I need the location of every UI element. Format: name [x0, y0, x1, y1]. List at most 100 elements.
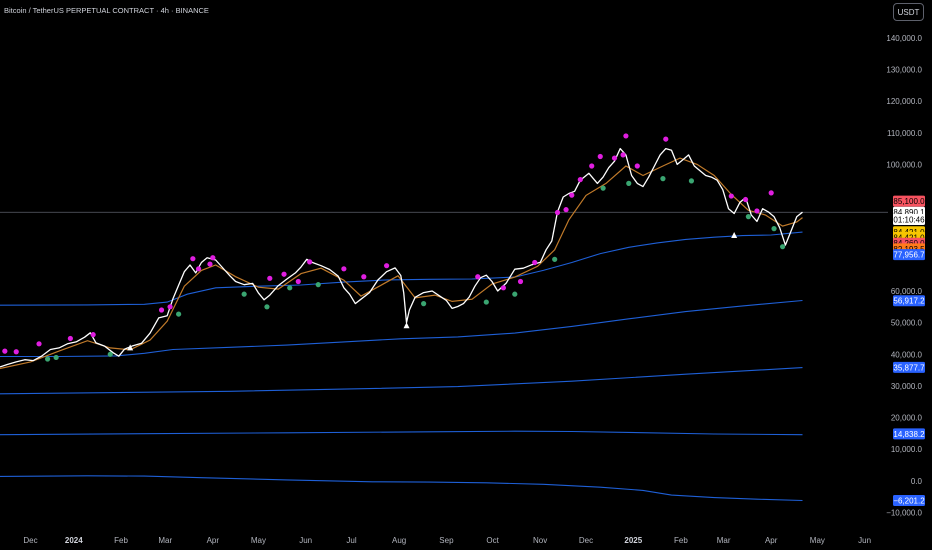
low-marker-triangle — [403, 322, 410, 329]
sell-signal-dot — [207, 261, 213, 267]
price-badge-bg — [893, 361, 925, 373]
sell-signal-dot — [728, 193, 734, 199]
sell-signal-dot — [569, 192, 575, 198]
ema-line-group — [0, 157, 803, 370]
buy-signal-dot — [552, 256, 558, 262]
y-tick-label: 140,000.0 — [886, 34, 922, 43]
price-badge-label: 01:10:46 — [893, 215, 925, 224]
price-badge-label: 77,956.7 — [893, 251, 925, 260]
x-tick-label: Jun — [858, 536, 871, 545]
sell-signal-dot — [620, 152, 626, 158]
price-badge-bg — [893, 195, 925, 207]
x-tick-label: Aug — [392, 536, 406, 545]
buy-signal-dot — [315, 282, 321, 288]
y-tick-label: 40,000.0 — [891, 350, 923, 359]
sell-signal-dot — [36, 341, 42, 347]
sell-signal-dot — [13, 349, 19, 355]
price-badges: 85,100.084,890.101:10:4684,421.084,421.0… — [893, 195, 925, 506]
x-tick-label: Mar — [717, 536, 731, 545]
price-badge-bg — [893, 249, 925, 261]
y-tick-label: 30,000.0 — [891, 382, 923, 391]
sell-signal-dot — [589, 163, 595, 169]
buy-signal-dot — [53, 354, 59, 361]
time-axis[interactable]: Dec 2024 Feb Mar Apr May Jun Jul Aug Sep Oct Nov Dec… — [23, 536, 871, 545]
x-tick-label: Oct — [486, 536, 499, 545]
sell-signal-dot — [383, 263, 390, 269]
buy-signal-dot — [264, 304, 270, 310]
sell-signal-dot — [361, 274, 367, 280]
y-tick-label: 100,000.0 — [886, 160, 922, 169]
buy-signal-dot — [483, 299, 489, 305]
x-tick-label: 2025 — [624, 536, 642, 545]
ema-line — [0, 157, 803, 370]
sell-signal-dot — [281, 271, 287, 277]
moving-average-line-2 — [0, 299, 803, 358]
low-marker-triangle — [127, 344, 134, 351]
x-tick-label: May — [810, 536, 825, 545]
sell-signal-dot — [341, 266, 347, 272]
price-axis[interactable]: 140,000.0 130,000.0 120,000.0 110,000.0 100,… — [886, 34, 922, 518]
price-badge: 14,838.2 — [893, 428, 925, 440]
price-badge-bg — [893, 428, 925, 440]
sell-signal-dot — [475, 274, 481, 280]
sell-signal-dot — [768, 190, 774, 196]
sell-signal-dot — [2, 348, 8, 354]
sell-signal-dot — [307, 259, 313, 265]
chart-title: Bitcoin / TetherUS PERPETUAL CONTRACT · … — [4, 6, 209, 15]
sell-signal-dot — [190, 256, 196, 262]
buy-signal-dot — [421, 301, 427, 307]
sell-signal-dot — [517, 278, 524, 285]
buy-signal-dot — [771, 226, 777, 232]
sell-signal-dot — [500, 285, 506, 291]
price-badge: 35,877.7 — [893, 361, 925, 373]
sell-signal-dot — [532, 259, 538, 266]
sell-signal-dot — [210, 255, 216, 261]
sell-signal-dot — [195, 266, 202, 272]
y-tick-label: 50,000.0 — [891, 319, 923, 328]
y-tick-label: 130,000.0 — [886, 65, 922, 74]
price-badge-label: 56,917.2 — [893, 297, 925, 306]
x-tick-label: Dec — [579, 536, 593, 545]
price-badge: 77,956.7 — [893, 249, 925, 261]
price-line-group — [0, 147, 803, 368]
price-badge-label: −6,201.2 — [893, 496, 925, 505]
x-tick-label: Feb — [674, 536, 688, 545]
y-tick-label: 20,000.0 — [891, 414, 923, 423]
buy-signal-dot — [688, 178, 695, 184]
sell-signal-dot — [742, 196, 749, 203]
buy-signal-dot — [287, 285, 293, 291]
buy-signal-dot — [660, 176, 666, 182]
sell-signal-dot — [295, 278, 301, 285]
buy-signal-dot — [600, 185, 606, 191]
x-tick-label: Apr — [207, 536, 220, 545]
sell-signal-dot — [623, 133, 629, 139]
sell-signal-dot — [90, 332, 96, 338]
moving-average-line-5 — [0, 475, 803, 502]
x-tick-label: May — [251, 536, 266, 545]
signal-markers — [2, 133, 786, 362]
y-tick-label: −10,000.0 — [886, 509, 922, 518]
price-badge: 01:10:46 — [893, 213, 925, 225]
price-line — [0, 147, 803, 368]
sell-signal-dot — [634, 163, 640, 169]
currency-button[interactable]: USDT — [893, 3, 924, 21]
buy-signal-dot — [779, 244, 786, 250]
sell-signal-dot — [663, 136, 669, 142]
y-tick-label: 110,000.0 — [887, 129, 923, 138]
price-badge: 56,917.2 — [893, 295, 925, 307]
moving-average-lines — [0, 231, 803, 502]
moving-average-line-1 — [0, 231, 803, 306]
price-badge-label: 85,100.0 — [893, 197, 925, 206]
moving-average-line-3 — [0, 367, 803, 395]
price-badge-bg — [893, 213, 925, 225]
buy-signal-dot — [512, 291, 518, 297]
x-tick-label: Sep — [439, 536, 454, 545]
buy-signal-dot — [745, 214, 752, 220]
x-tick-label: Feb — [114, 536, 128, 545]
moving-average-line-4 — [0, 430, 803, 436]
sell-signal-dot — [158, 307, 165, 313]
price-badge-bg — [893, 295, 925, 307]
sell-signal-dot — [597, 153, 603, 160]
sell-signal-dot — [577, 176, 583, 183]
